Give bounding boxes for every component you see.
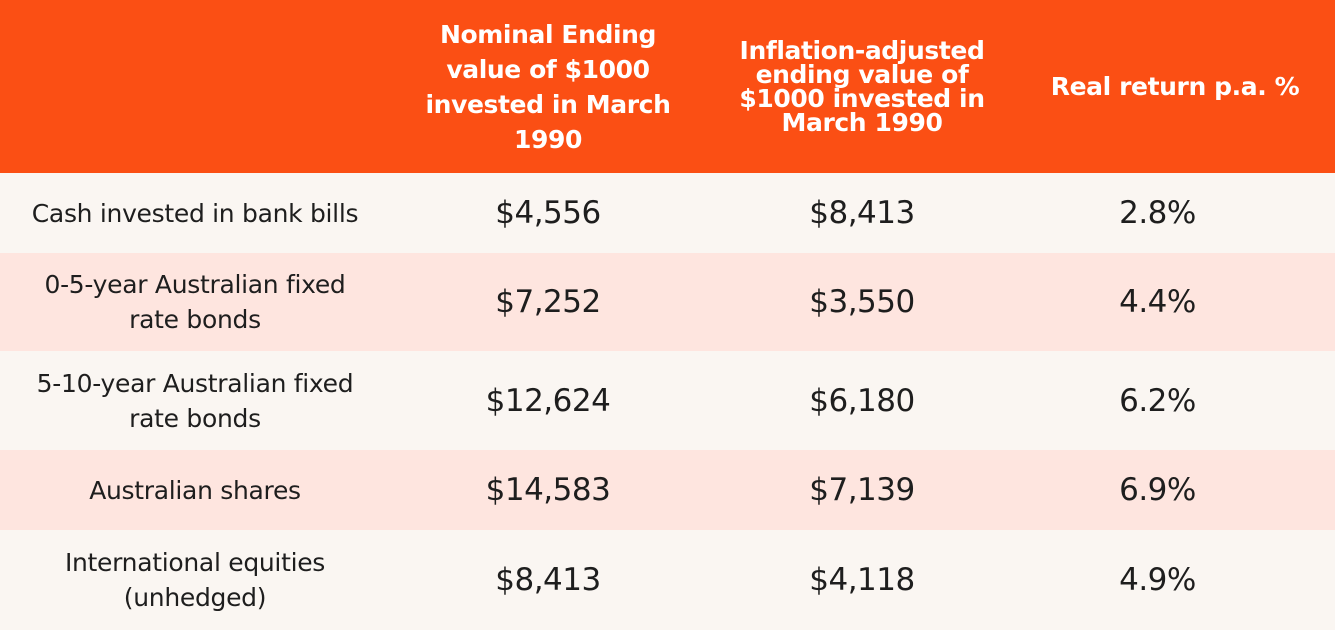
header-nominal-text: Nominal Ending value of $1000 invested i… (425, 19, 671, 154)
table-header: Nominal Ending value of $1000 invested i… (0, 0, 1335, 173)
table-row: 0-5-year Australian fixed rate bonds $7,… (0, 253, 1335, 351)
row-label: Australian shares (89, 475, 301, 505)
table-row: Cash invested in bank bills $4,556 $8,41… (0, 173, 1335, 253)
header-cell-label (0, 0, 390, 173)
row-label: 5-10-year Australian fixed rate bonds (36, 368, 354, 433)
header-cell-adjusted: Inflation-adjusted ending value of $1000… (728, 0, 996, 173)
table-row: 5-10-year Australian fixed rate bonds $1… (0, 351, 1335, 450)
header-cell-real-return: Real return p.a. % (1040, 0, 1310, 173)
real-return-value: 4.4% (1119, 284, 1196, 320)
header-real-return-text: Real return p.a. % (1050, 72, 1300, 101)
nominal-value: $4,556 (495, 195, 601, 231)
adjusted-value: $7,139 (809, 472, 915, 508)
real-return-value: 4.9% (1119, 562, 1196, 598)
adjusted-value: $6,180 (809, 382, 915, 419)
row-label-cell: 5-10-year Australian fixed rate bonds (0, 351, 390, 450)
row-label: 0-5-year Australian fixed rate bonds (44, 270, 346, 334)
header-cell-nominal: Nominal Ending value of $1000 invested i… (410, 0, 686, 173)
adjusted-value: $4,118 (809, 562, 915, 598)
adjusted-value: $8,413 (809, 195, 915, 231)
row-label-cell: Australian shares (0, 450, 390, 530)
nominal-value: $8,413 (495, 562, 601, 598)
nominal-value: $7,252 (495, 284, 601, 320)
real-return-value: 2.8% (1119, 195, 1196, 231)
row-label: Cash invested in bank bills (31, 198, 359, 228)
nominal-value: $14,583 (485, 472, 611, 508)
table-row: International equities (unhedged) $8,413… (0, 530, 1335, 630)
table-row: Australian shares $14,583 $7,139 6.9% (0, 450, 1335, 530)
row-label-cell: International equities (unhedged) (0, 530, 390, 630)
nominal-value: $12,624 (485, 382, 611, 419)
row-label-cell: 0-5-year Australian fixed rate bonds (0, 253, 390, 351)
row-label: International equities (unhedged) (64, 548, 326, 612)
real-return-value: 6.9% (1119, 472, 1196, 508)
adjusted-value: $3,550 (809, 284, 915, 320)
header-adjusted-text: Inflation-adjusted ending value of $1000… (739, 35, 985, 137)
real-return-value: 6.2% (1119, 382, 1196, 419)
row-label-cell: Cash invested in bank bills (0, 173, 390, 253)
